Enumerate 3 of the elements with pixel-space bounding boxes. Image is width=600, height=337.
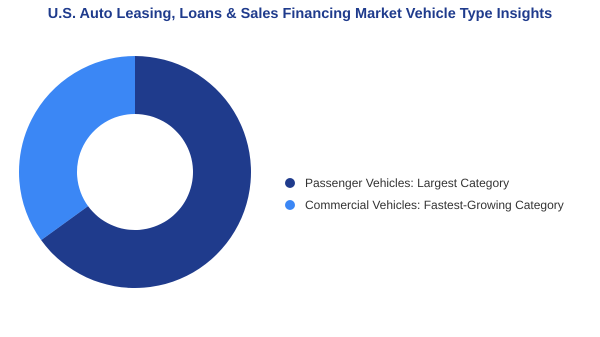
legend-label: Commercial Vehicles: Fastest-Growing Category	[305, 198, 564, 212]
legend-label: Passenger Vehicles: Largest Category	[305, 176, 510, 190]
chart-title: U.S. Auto Leasing, Loans & Sales Financing Market Vehicle Type Insights	[46, 6, 554, 22]
